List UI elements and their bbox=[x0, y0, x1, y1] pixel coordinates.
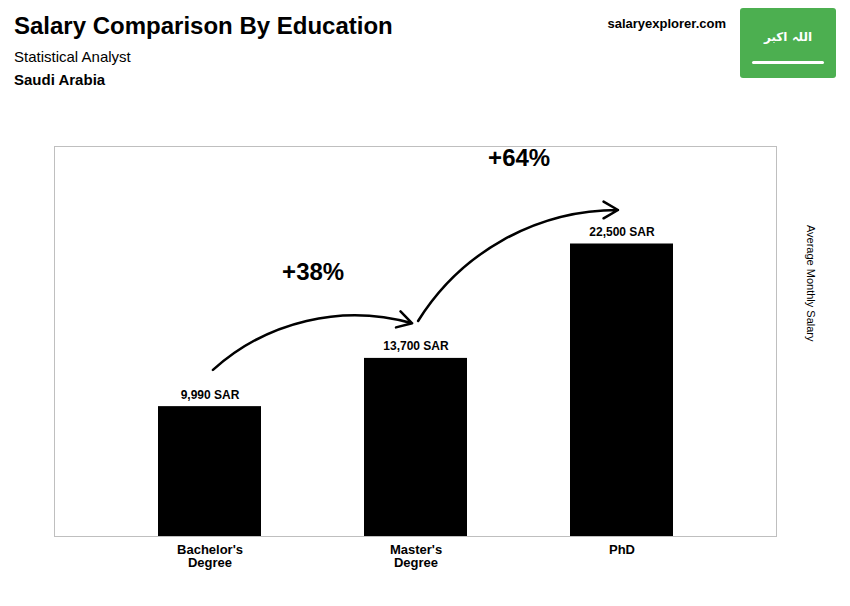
svg-text:22,500 SAR: 22,500 SAR bbox=[589, 225, 655, 239]
html-text:salary explorer.com: salary explorer.com bbox=[607, 16, 726, 31]
html-text:اللہ اکبر: اللہ اکبر bbox=[763, 30, 813, 44]
svg-text:PhD: PhD bbox=[609, 542, 635, 557]
svg-text:Bachelor'sDegree: Bachelor'sDegree bbox=[177, 542, 243, 570]
svg-text:+38%: +38% bbox=[282, 258, 344, 285]
svg-text:Average Monthly Salary: Average Monthly Salary bbox=[805, 225, 817, 342]
html-text:Salary Comparison By Education: Salary Comparison By Education bbox=[14, 12, 393, 39]
svg-text:13,700 SAR: 13,700 SAR bbox=[383, 339, 449, 353]
svg-text:+64%: +64% bbox=[488, 144, 550, 171]
svg-text:Master'sDegree: Master'sDegree bbox=[390, 542, 442, 570]
html-text:Statistical Analyst: Statistical Analyst bbox=[14, 48, 131, 65]
svg-text:9,990 SAR: 9,990 SAR bbox=[181, 388, 240, 402]
html-text:Saudi Arabia: Saudi Arabia bbox=[14, 71, 106, 88]
